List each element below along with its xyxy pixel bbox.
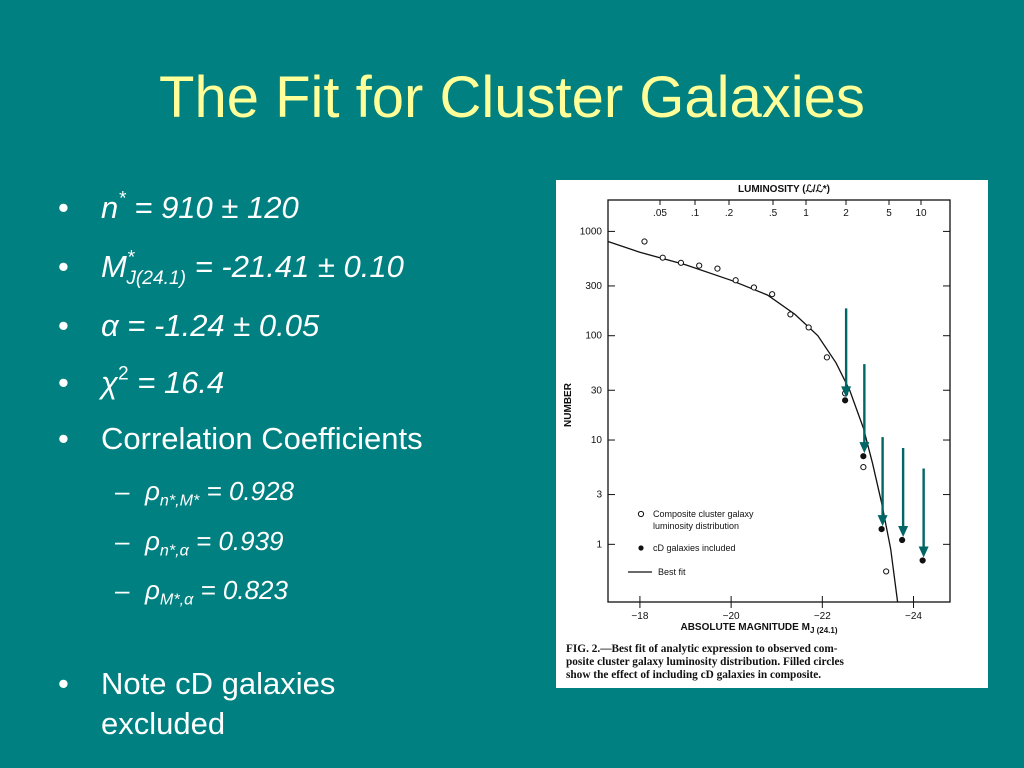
cd-arrow-head — [918, 546, 929, 558]
bullet-symbol: χ — [101, 365, 118, 400]
top-tick-label: .05 — [653, 208, 667, 219]
legend-open-label-1: Composite cluster galaxy — [653, 509, 754, 519]
legend-fit-label: Best fit — [658, 567, 686, 577]
top-tick-label: 2 — [843, 208, 849, 219]
cd-arrow-head — [898, 526, 909, 538]
caption-line-3: show the effect of including cD galaxies… — [566, 669, 821, 681]
bullet-dot: • — [58, 421, 69, 456]
bullet-dot: • — [58, 308, 69, 343]
y-tick-label: 1 — [596, 539, 602, 550]
figure-luminosity-function: LUMINOSITY (ℒ/ℒ*) NUMBER ABSOLUTE MAGNIT… — [556, 180, 988, 688]
sub-bullet-value: = 0.939 — [188, 526, 284, 556]
x-tick-label: −20 — [723, 611, 740, 622]
composite-point — [696, 262, 703, 269]
y-tick-label: 100 — [585, 331, 602, 342]
bullet-text: Correlation Coefficients — [101, 421, 423, 456]
legend-open-marker — [637, 510, 645, 518]
y-axis-label: NUMBER — [563, 382, 574, 427]
x-tick-label: −24 — [905, 611, 922, 622]
top-tick-label: 10 — [915, 208, 927, 219]
bullet-dot: • — [58, 666, 69, 701]
caption-line-2: posite cluster galaxy luminosity distrib… — [566, 656, 845, 668]
bullet-symbol: n — [101, 190, 119, 225]
y-tick-label: 30 — [591, 385, 603, 396]
top-tick-label: 5 — [886, 208, 892, 219]
sub-bullet-sub: M*,α — [159, 590, 194, 609]
x-tick-label: −22 — [814, 611, 831, 622]
plot-frame — [607, 199, 951, 603]
cd-arrow-head — [841, 386, 852, 398]
composite-point — [750, 284, 758, 291]
cd-point — [878, 525, 885, 533]
top-tick-label: .5 — [769, 208, 778, 219]
sub-bullet-symbol: ρ — [145, 476, 160, 506]
sub-bullet-value: = 0.823 — [193, 575, 288, 605]
cd-point — [899, 536, 906, 544]
x-tick-label: −18 — [631, 611, 648, 622]
y-tick-label: 300 — [585, 281, 602, 292]
composite-point — [659, 254, 666, 261]
composite-point — [641, 238, 648, 245]
top-tick-label: .2 — [725, 208, 734, 219]
composite-point — [823, 354, 830, 361]
composite-point — [677, 259, 685, 266]
sub-bullet-dash: – — [115, 575, 130, 605]
x-axis-label: ABSOLUTE MAGNITUDE M — [680, 622, 809, 633]
composite-point — [860, 464, 867, 471]
bullet-sup: * — [118, 188, 126, 210]
sub-bullet-dash: – — [115, 476, 130, 506]
cd-arrow-head — [859, 442, 870, 454]
sub-bullet-value: = 0.928 — [199, 476, 295, 506]
top-tick-label: 1 — [803, 208, 809, 219]
chart-title: LUMINOSITY (ℒ/ℒ*) — [738, 184, 830, 195]
bullet-value: = -1.24 ± 0.05 — [118, 308, 320, 343]
luminosity-chart: LUMINOSITY (ℒ/ℒ*) NUMBER ABSOLUTE MAGNIT… — [563, 184, 951, 681]
composite-point — [805, 324, 812, 331]
cd-point — [919, 557, 926, 564]
axis-ticks: −18 −20 −22 −24 1 3 10 30 100 300 1000 .05 .1 .2 .5 1 2 5… — [580, 200, 950, 622]
cd-arrows — [841, 308, 929, 558]
bullet-value: = -21.41 ± 0.10 — [186, 249, 404, 284]
legend-filled-label: cD galaxies included — [653, 543, 736, 553]
x-axis-label-sub: J (24.1) — [810, 626, 838, 635]
y-tick-label: 3 — [596, 490, 602, 501]
top-tick-label: .1 — [691, 208, 700, 219]
bullet-sup: 2 — [117, 363, 129, 385]
cd-point — [860, 453, 867, 460]
composite-point — [714, 265, 721, 272]
composite-point — [769, 291, 776, 298]
bullet-note-line1: Note cD galaxies — [101, 666, 336, 701]
bullet-sub: J(24.1) — [126, 267, 187, 289]
bullet-value: = 910 ± 120 — [125, 190, 299, 225]
sub-bullet-sub: n*,α — [159, 541, 189, 560]
bullet-value: = 16.4 — [128, 365, 225, 400]
fit-curve-group — [607, 240, 899, 603]
legend-filled-marker — [638, 545, 644, 551]
sub-bullet-symbol: ρ — [145, 526, 160, 556]
composite-point — [883, 568, 890, 575]
bullet-dot: • — [58, 249, 69, 284]
slide-title: The Fit for Cluster Galaxies — [159, 65, 865, 130]
chart-legend: Composite cluster galaxy luminosity dist… — [628, 509, 754, 577]
svg-text:ABSOLUTE MAGNITUDE MJ (24.1): ABSOLUTE MAGNITUDE MJ (24.1) — [680, 622, 837, 635]
composite-point — [732, 277, 739, 284]
legend-open-label-2: luminosity distribution — [653, 521, 739, 531]
sub-bullet-sub: n*,M* — [159, 491, 200, 510]
bullet-dot: • — [58, 190, 69, 225]
y-tick-label: 1000 — [580, 226, 603, 237]
bullet-dot: • — [58, 365, 69, 400]
bullet-note-line2: excluded — [101, 706, 226, 741]
cd-point — [842, 397, 849, 404]
bullet-symbol: M — [101, 249, 127, 284]
sub-bullet-dash: – — [115, 526, 130, 556]
fit-curve — [607, 240, 899, 603]
cd-arrow-head — [877, 515, 888, 527]
bullet-sup: * — [126, 247, 135, 269]
y-tick-label: 10 — [591, 435, 603, 446]
sub-bullet-symbol: ρ — [145, 575, 160, 605]
bullet-symbol: α — [101, 308, 119, 343]
caption-line-1: FIG. 2.—Best fit of analytic expression … — [566, 643, 838, 655]
composite-point — [787, 311, 794, 318]
